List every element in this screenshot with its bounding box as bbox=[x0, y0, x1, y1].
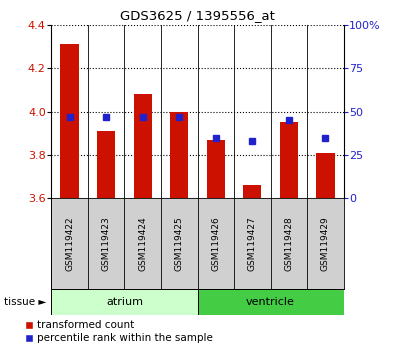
Bar bbox=[97, 131, 115, 198]
Text: GSM119425: GSM119425 bbox=[175, 216, 184, 271]
Bar bbox=[280, 122, 298, 198]
Text: GSM119429: GSM119429 bbox=[321, 216, 330, 271]
Text: GSM119424: GSM119424 bbox=[138, 216, 147, 271]
Text: GSM119423: GSM119423 bbox=[102, 216, 111, 271]
Bar bbox=[170, 112, 188, 198]
Bar bbox=[134, 94, 152, 198]
Bar bbox=[207, 140, 225, 198]
Legend: transformed count, percentile rank within the sample: transformed count, percentile rank withi… bbox=[25, 320, 213, 343]
Text: tissue ►: tissue ► bbox=[4, 297, 46, 307]
Text: GSM119422: GSM119422 bbox=[65, 216, 74, 271]
Text: GSM119428: GSM119428 bbox=[284, 216, 293, 271]
Text: GSM119427: GSM119427 bbox=[248, 216, 257, 271]
Bar bbox=[51, 289, 198, 315]
Text: ventricle: ventricle bbox=[246, 297, 295, 307]
Bar bbox=[316, 153, 335, 198]
Bar bbox=[243, 185, 261, 198]
Text: atrium: atrium bbox=[106, 297, 143, 307]
Text: GSM119426: GSM119426 bbox=[211, 216, 220, 271]
Bar bbox=[60, 44, 79, 198]
Bar bbox=[198, 289, 344, 315]
Title: GDS3625 / 1395556_at: GDS3625 / 1395556_at bbox=[120, 9, 275, 22]
